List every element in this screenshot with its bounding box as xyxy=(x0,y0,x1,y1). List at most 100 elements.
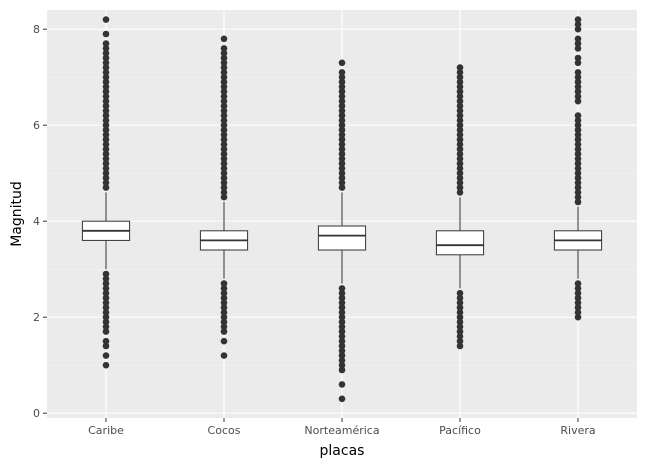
outlier-point xyxy=(102,160,110,167)
outlier-point xyxy=(338,121,346,129)
outlier-point xyxy=(102,361,110,369)
box-group xyxy=(553,16,603,321)
x-tick-label: Cocos xyxy=(208,424,241,437)
outlier-point xyxy=(220,136,228,143)
y-tick-label: 8 xyxy=(33,23,40,36)
outlier-point xyxy=(338,318,346,326)
boxes-layer xyxy=(81,16,603,403)
outlier-point xyxy=(338,313,346,321)
y-tick-label: 2 xyxy=(33,311,40,324)
outlier-point xyxy=(574,131,582,139)
outlier-point xyxy=(456,78,464,86)
outlier-point xyxy=(220,304,228,311)
outlier-point xyxy=(102,304,110,311)
outlier-point xyxy=(456,155,464,163)
outlier-point xyxy=(574,16,582,23)
outlier-point xyxy=(338,112,346,119)
outlier-point xyxy=(338,88,346,95)
x-tick-label: Rivera xyxy=(560,424,595,437)
outlier-point xyxy=(574,289,582,297)
outlier-point xyxy=(574,78,582,86)
outlier-point xyxy=(574,198,582,206)
outlier-point xyxy=(102,328,110,335)
outlier-point xyxy=(338,141,346,148)
outlier-point xyxy=(220,141,228,148)
outlier-point xyxy=(102,150,110,158)
outlier-point xyxy=(574,136,582,143)
outlier-point xyxy=(102,179,110,187)
outlier-point xyxy=(102,309,110,316)
outlier-point xyxy=(102,145,110,153)
outlier-point xyxy=(220,59,228,67)
outlier-point xyxy=(220,35,228,43)
outlier-point xyxy=(574,21,582,28)
box-iqr xyxy=(435,230,485,256)
outlier-point xyxy=(574,126,582,134)
outlier-point xyxy=(574,160,582,167)
outlier-point xyxy=(220,285,228,292)
outlier-point xyxy=(338,304,346,311)
outlier-point xyxy=(338,299,346,307)
outlier-point xyxy=(102,93,110,100)
outlier-point xyxy=(456,333,464,340)
x-tick-label: Norteamérica xyxy=(304,424,379,437)
outlier-point xyxy=(338,333,346,340)
outlier-point xyxy=(574,294,582,302)
outlier-point xyxy=(102,280,110,287)
outlier-point xyxy=(574,40,582,47)
outlier-point xyxy=(220,131,228,139)
outlier-point xyxy=(102,155,110,163)
outlier-point xyxy=(220,160,228,167)
outlier-point xyxy=(220,193,228,201)
outlier-point xyxy=(456,184,464,191)
outlier-point xyxy=(574,69,582,76)
outlier-point xyxy=(338,102,346,110)
y-axis: 0 2 4 6 8 xyxy=(33,23,47,420)
outlier-point xyxy=(220,107,228,115)
outlier-point xyxy=(220,155,228,163)
outlier-point xyxy=(338,294,346,302)
outlier-point xyxy=(456,126,464,134)
outlier-point xyxy=(574,54,582,62)
outlier-point xyxy=(220,117,228,124)
outlier-point xyxy=(102,97,110,105)
outlier-point xyxy=(338,69,346,76)
outlier-point xyxy=(338,107,346,115)
outlier-point xyxy=(338,337,346,345)
outlier-point xyxy=(574,193,582,201)
outlier-point xyxy=(456,189,464,196)
outlier-point xyxy=(220,337,228,345)
outlier-point xyxy=(220,121,228,129)
outlier-point xyxy=(338,73,346,81)
outlier-point xyxy=(338,145,346,153)
outlier-point xyxy=(574,73,582,81)
outlier-point xyxy=(102,112,110,119)
outlier-point xyxy=(574,83,582,91)
outlier-point xyxy=(102,285,110,292)
outlier-point xyxy=(220,45,228,52)
outlier-point xyxy=(338,165,346,172)
outlier-point xyxy=(338,179,346,187)
outlier-point xyxy=(456,121,464,129)
outlier-point xyxy=(456,83,464,91)
outlier-point xyxy=(220,165,228,172)
outlier-point xyxy=(338,352,346,359)
outlier-point xyxy=(574,304,582,311)
outlier-point xyxy=(456,107,464,115)
outlier-point xyxy=(574,169,582,177)
outlier-point xyxy=(456,73,464,81)
outlier-point xyxy=(456,179,464,187)
outlier-point xyxy=(338,361,346,369)
outlier-point xyxy=(574,179,582,187)
outlier-point xyxy=(456,337,464,345)
outlier-point xyxy=(220,126,228,134)
outlier-point xyxy=(456,304,464,311)
outlier-point xyxy=(338,150,346,158)
outlier-point xyxy=(220,289,228,297)
outlier-point xyxy=(456,169,464,177)
outlier-point xyxy=(102,78,110,86)
box-group xyxy=(435,64,485,350)
outlier-point xyxy=(338,328,346,335)
outlier-point xyxy=(220,64,228,71)
outlier-point xyxy=(102,136,110,143)
